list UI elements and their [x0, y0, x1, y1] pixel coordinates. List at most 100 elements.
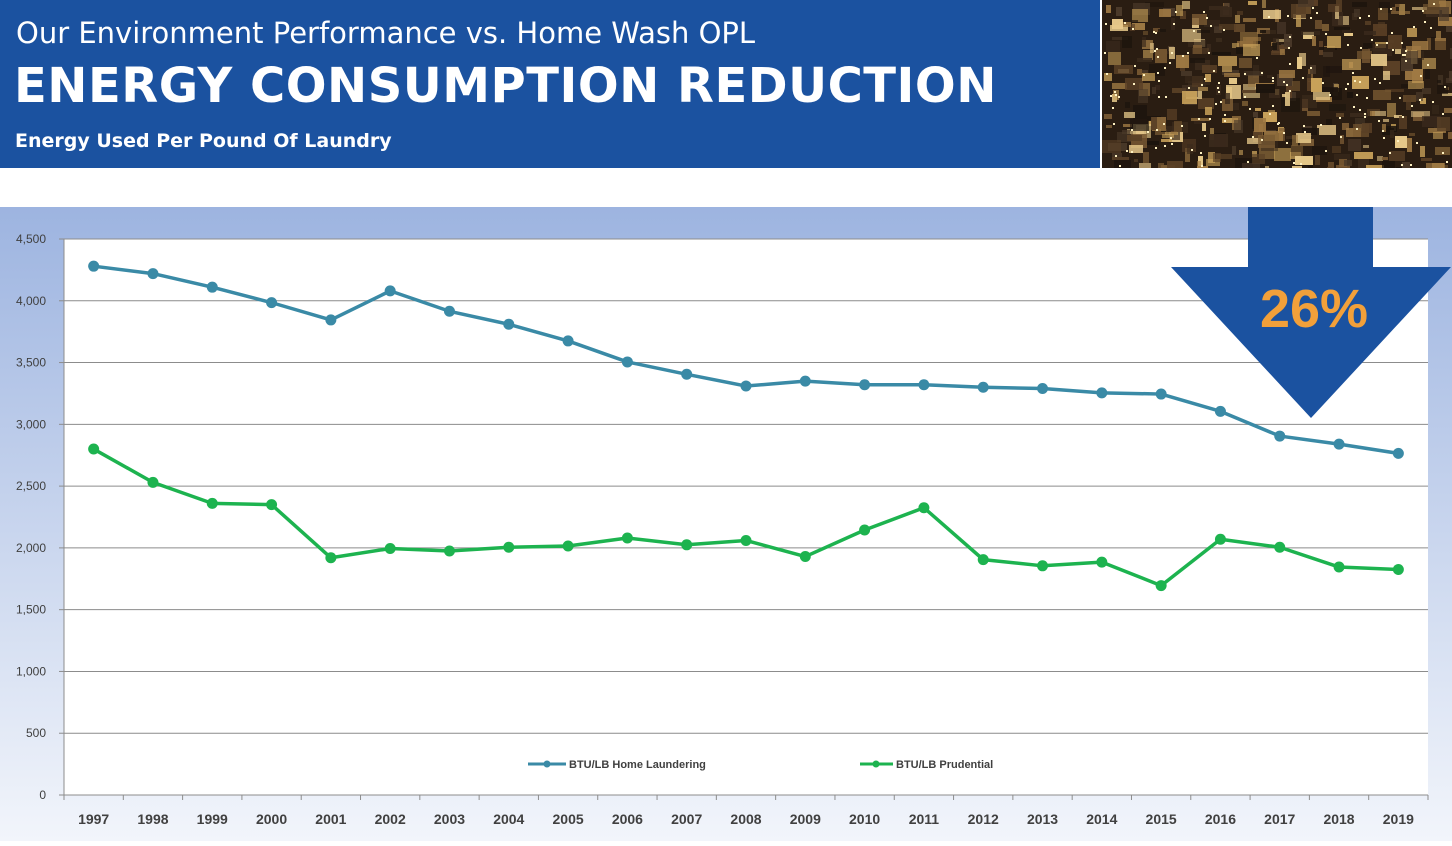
series-prudential: [88, 443, 1404, 592]
photo-texture: [1338, 16, 1349, 25]
photo-texture: [1365, 21, 1371, 25]
photo-texture: [1388, 35, 1402, 49]
photo-texture: [1242, 90, 1258, 93]
photo-light: [1356, 94, 1358, 96]
data-point: [799, 551, 811, 563]
photo-light: [1201, 84, 1203, 86]
photo-texture: [1322, 24, 1329, 31]
photo-light: [1115, 94, 1117, 96]
header-subtitle: Our Environment Performance vs. Home Was…: [16, 16, 756, 50]
photo-light: [1286, 84, 1288, 86]
photo-texture: [1248, 75, 1259, 87]
data-point: [503, 541, 515, 553]
photo-light: [1410, 164, 1412, 166]
photo-texture: [1142, 37, 1146, 47]
photo-texture: [1263, 10, 1281, 19]
photo-texture: [1190, 58, 1205, 63]
photo-light: [1104, 52, 1106, 54]
photo-light: [1419, 99, 1421, 101]
y-tick-label: 4,500: [16, 232, 46, 246]
photo-light: [1269, 113, 1271, 115]
photo-light: [1364, 116, 1366, 118]
photo-light: [1446, 161, 1448, 163]
photo-texture: [1155, 85, 1160, 90]
data-point: [443, 305, 455, 317]
photo-light: [1182, 55, 1184, 57]
data-point: [1037, 560, 1049, 572]
photo-light: [1206, 17, 1208, 19]
photo-texture: [1132, 23, 1145, 30]
photo-texture: [1280, 49, 1285, 55]
photo-texture: [1130, 24, 1135, 31]
photo-light: [1392, 49, 1394, 51]
photo-texture: [1366, 165, 1384, 168]
photo-texture: [1252, 154, 1265, 164]
photo-texture: [1311, 78, 1322, 92]
photo-light: [1386, 42, 1388, 44]
photo-light: [1353, 106, 1355, 108]
photo-texture: [1122, 36, 1132, 48]
photo-light: [1204, 78, 1206, 80]
x-tick-label: 1998: [137, 811, 168, 827]
photo-light: [1215, 103, 1217, 105]
photo-texture: [1313, 92, 1330, 100]
photo-texture: [1138, 89, 1148, 103]
photo-texture: [1391, 11, 1410, 14]
photo-texture: [1237, 11, 1243, 15]
legend-label-prudential: BTU/LB Prudential: [896, 759, 993, 771]
photo-texture: [1342, 123, 1349, 130]
photo-texture: [1142, 40, 1153, 49]
photo-texture: [1446, 26, 1452, 32]
reduction-callout: 26%: [1171, 207, 1451, 418]
x-tick-label: 2005: [553, 811, 584, 827]
photo-texture: [1439, 7, 1449, 21]
photo-light: [1200, 152, 1202, 154]
legend-marker-home: [543, 760, 551, 768]
photo-light: [1272, 105, 1274, 107]
photo-light: [1289, 63, 1291, 65]
photo-texture: [1292, 81, 1300, 91]
data-point: [266, 499, 278, 511]
photo-texture: [1372, 111, 1386, 116]
y-tick-label: 0: [39, 788, 46, 802]
x-tick-label: 2011: [909, 811, 940, 827]
photo-texture: [1197, 161, 1201, 166]
photo-light: [1153, 31, 1155, 33]
photo-light: [1325, 150, 1327, 152]
data-point: [621, 356, 633, 368]
photo-light: [1118, 96, 1120, 98]
photo-texture: [1284, 34, 1292, 47]
photo-texture: [1368, 48, 1385, 51]
photo-texture: [1392, 7, 1396, 12]
photo-light: [1402, 54, 1404, 56]
photo-texture: [1212, 52, 1231, 55]
photo-light: [1433, 3, 1435, 5]
photo-texture: [1142, 73, 1155, 81]
photo-texture: [1176, 5, 1183, 16]
photo-light: [1289, 36, 1291, 38]
photo-texture: [1143, 50, 1153, 60]
down-arrow-icon: [1171, 207, 1451, 418]
photo-texture: [1307, 74, 1311, 81]
data-point: [859, 379, 871, 391]
photo-light: [1356, 128, 1358, 130]
photo-texture: [1335, 6, 1339, 19]
photo-texture: [1371, 54, 1387, 66]
photo-texture: [1315, 20, 1322, 29]
photo-texture: [1444, 108, 1452, 113]
photo-texture: [1431, 37, 1435, 50]
photo-texture: [1319, 47, 1337, 50]
photo-texture: [1442, 93, 1452, 96]
photo-light: [1157, 56, 1159, 58]
photo-texture: [1182, 1, 1190, 9]
photo-texture: [1348, 139, 1361, 151]
photo-light: [1201, 165, 1203, 167]
x-tick-label: 1999: [197, 811, 228, 827]
y-tick-label: 1,500: [16, 603, 46, 617]
photo-light: [1244, 73, 1246, 75]
photo-light: [1164, 145, 1166, 147]
photo-texture: [1181, 71, 1192, 76]
photo-texture: [1143, 31, 1148, 35]
photo-light: [1157, 72, 1159, 74]
photo-texture: [1253, 112, 1258, 118]
